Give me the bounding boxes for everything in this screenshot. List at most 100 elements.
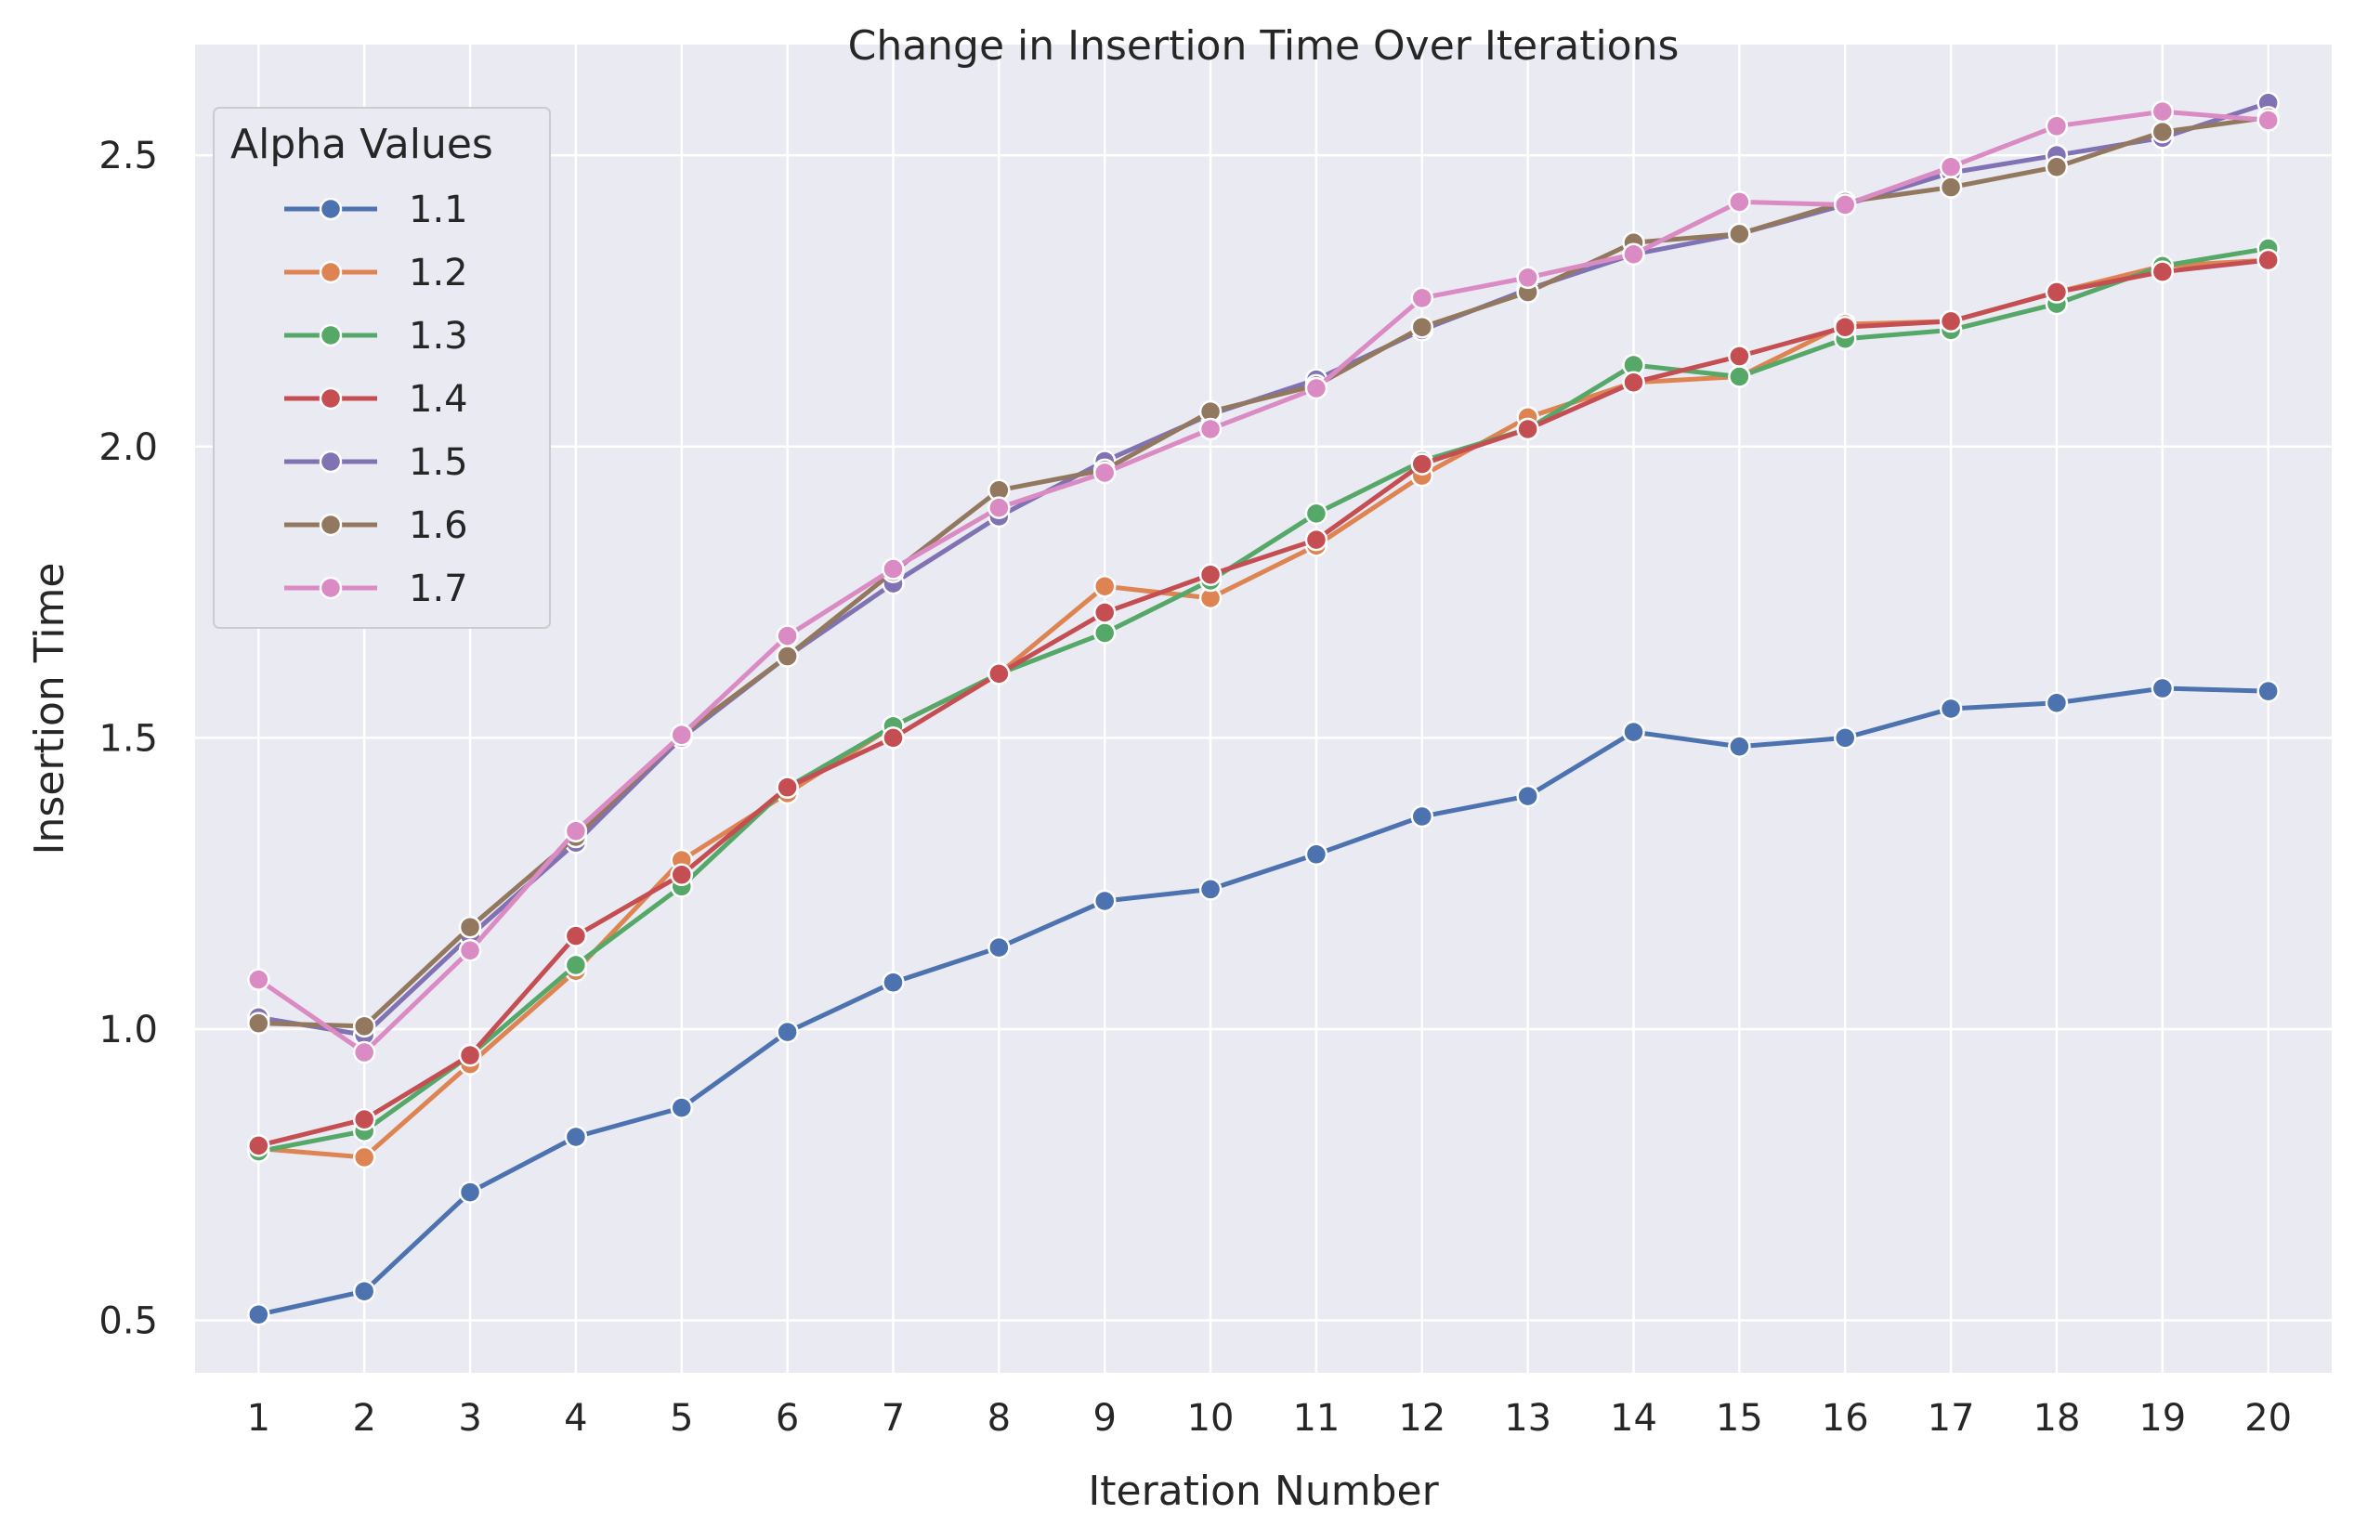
x-tick-label: 10 [1187,1397,1235,1440]
data-point [352,1279,376,1303]
legend-box [213,107,551,629]
data-point [2151,676,2175,700]
data-point [1622,371,1645,395]
x-tick-label: 18 [2033,1397,2081,1440]
x-tick-label: 9 [1092,1397,1116,1440]
legend: Alpha Values 1.1 1.2 1.3 1.4 1.5 1.6 1.7 [213,107,551,629]
legend-swatch-marker [319,260,343,284]
series-1-7 [247,99,2280,1064]
y-axis-label: Insertion Time [26,563,73,855]
data-point [670,1096,694,1119]
legend-title: Alpha Values [230,121,493,168]
data-point [776,776,799,799]
legend-item: 1.3 [284,315,468,358]
legend-label: 1.4 [409,378,468,421]
series-group [247,91,2280,1326]
data-point [2045,281,2069,304]
data-point [1622,720,1645,744]
data-point [247,1011,270,1035]
data-point [2151,260,2175,283]
x-tick-label: 1 [247,1397,270,1440]
data-point [1092,461,1117,485]
x-tick-label: 4 [564,1397,587,1440]
data-point [564,1125,588,1149]
data-point [352,1145,376,1169]
data-point [2151,99,2175,124]
data-point [458,915,482,939]
legend-item: 1.5 [284,441,468,484]
data-point [1198,417,1223,441]
series-1-4 [247,248,2280,1157]
legend-swatch-marker [319,386,343,411]
data-point [352,1014,376,1038]
data-point [776,624,799,647]
tick-labels: 1 2 3 4 5 6 7 8 9 10 11 12 13 14 15 16 17 18 19 200.51.01.5… [98,135,2292,1440]
data-point [1728,222,1751,246]
data-point [247,1134,270,1157]
data-point [352,1040,376,1064]
data-point [882,971,905,995]
data-point [2045,155,2069,178]
data-point [458,1043,482,1067]
data-point [987,496,1011,519]
x-tick-label: 16 [1822,1397,1869,1440]
legend-swatch-marker [319,576,343,600]
data-point [776,645,799,668]
legend-label: 1.5 [409,441,468,484]
legend-swatch-marker [319,323,343,347]
series-line [256,109,2269,1055]
data-point [1304,528,1328,552]
series-1-1 [247,676,2280,1326]
data-point [1092,889,1117,913]
data-point [458,1181,482,1204]
legend-item: 1.6 [284,504,468,547]
data-point [1516,784,1539,808]
x-tick-label: 17 [1928,1397,1975,1440]
x-tick-label: 8 [987,1397,1011,1440]
data-point [776,1020,799,1044]
x-tick-label: 14 [1610,1397,1657,1440]
series-line [257,257,2269,1148]
x-tick-label: 12 [1398,1397,1445,1440]
legend-item: 1.4 [284,378,468,421]
data-point [1939,155,1963,178]
legend-item: 1.1 [284,189,468,231]
x-tick-label: 15 [1716,1397,1763,1440]
x-tick-label: 3 [458,1397,481,1440]
y-tick-label: 0.5 [98,1300,158,1343]
legend-item: 1.2 [284,252,468,294]
x-tick-label: 20 [2244,1397,2292,1440]
data-point [564,953,588,977]
data-point [1304,842,1328,867]
y-tick-label: 1.0 [98,1009,158,1051]
data-point [670,863,694,886]
legend-swatch-marker [319,197,343,221]
data-point [1092,621,1117,645]
data-point [564,819,588,842]
chart-title: Change in Insertion Time Over Iterations [848,22,1680,70]
data-point [1516,266,1539,290]
y-tick-label: 2.5 [98,135,158,177]
x-tick-label: 11 [1292,1397,1340,1440]
data-point [1092,575,1117,598]
legend-swatch-marker [319,513,343,537]
data-point [1939,309,1963,333]
legend-item: 1.7 [284,568,468,610]
data-point [1410,315,1434,339]
data-point [2256,109,2280,132]
data-point [882,726,905,750]
data-point [1833,193,1857,216]
x-tick-label: 13 [1504,1397,1551,1440]
data-point [1198,878,1223,901]
data-point [1410,286,1434,310]
series-line [257,246,2269,1155]
legend-label: 1.7 [409,568,468,610]
data-point [1939,176,1963,199]
data-point [670,723,694,747]
y-tick-label: 2.0 [98,426,158,469]
data-point [1622,242,1645,267]
y-tick-label: 1.5 [98,717,158,760]
data-point [1728,190,1751,214]
data-point [987,935,1011,959]
